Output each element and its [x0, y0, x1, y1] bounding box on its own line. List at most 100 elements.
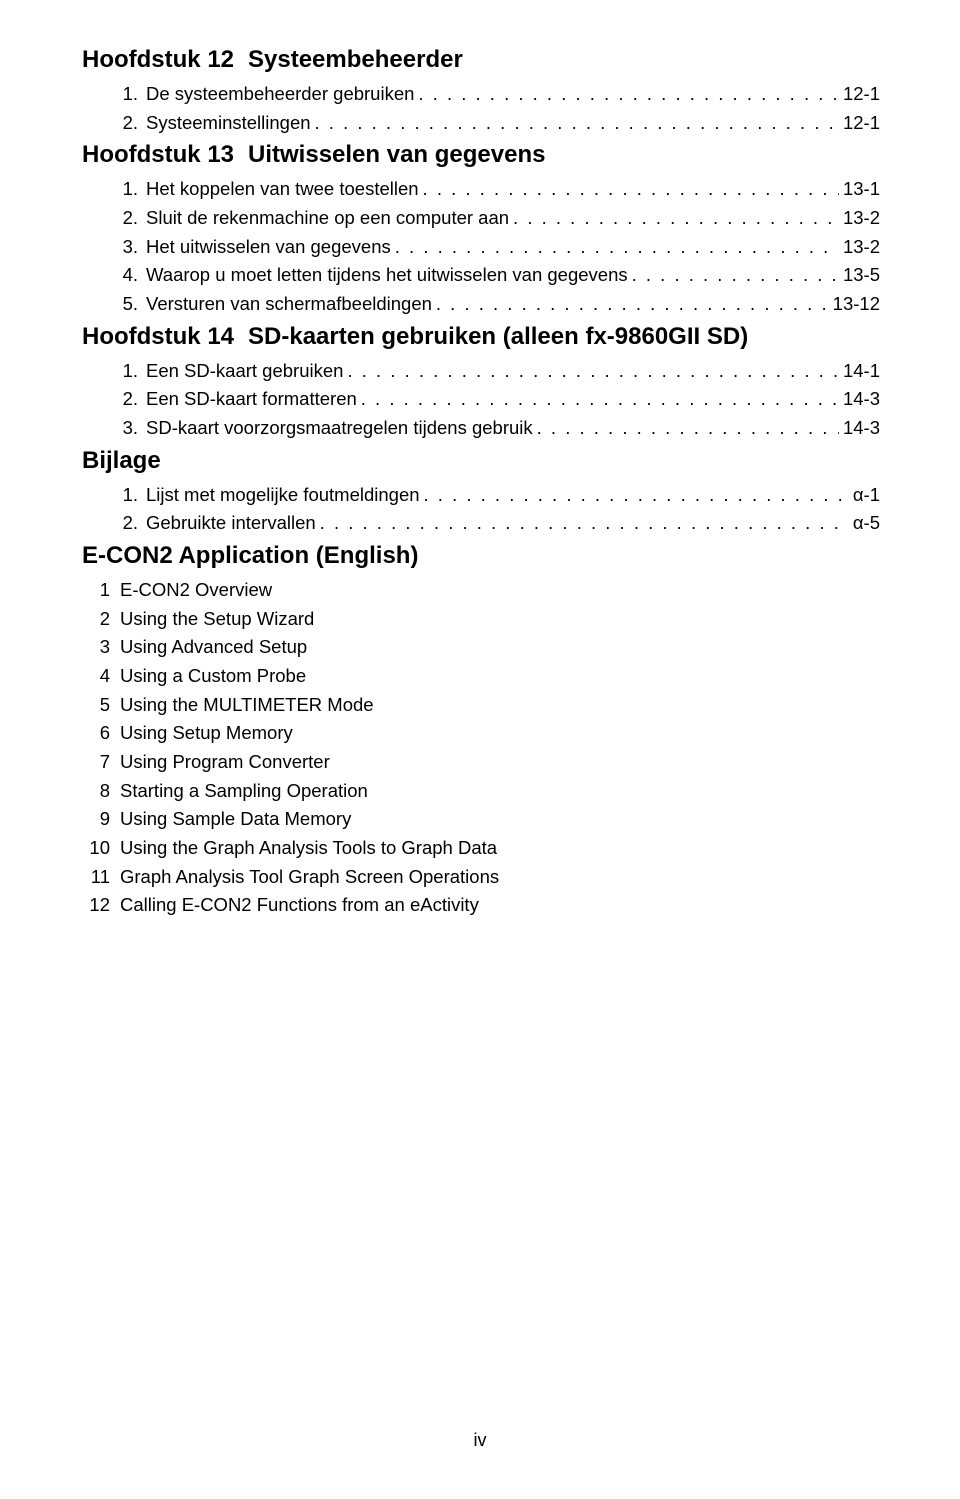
dot-leader: . . . . . . . . . . . . . . . . . . . . …	[537, 414, 839, 443]
item-title: Using Advanced Setup	[120, 633, 880, 662]
item-number: 9	[82, 805, 110, 834]
toc-entry: 2. Sluit de rekenmachine op een computer …	[82, 204, 880, 233]
entry-title: Het koppelen van twee toestellen	[146, 175, 419, 204]
chapter-block: Bijlage 1. Lijst met mogelijke foutmelding…	[82, 447, 880, 538]
toc-entry: 5. Versturen van schermafbeeldingen. . . …	[82, 290, 880, 319]
entry-page: 13-12	[833, 290, 880, 319]
entry-title: SD-kaart voorzorgsmaatregelen tijdens ge…	[146, 414, 533, 443]
dot-leader: . . . . . . . . . . . . . . . . . . . . …	[632, 261, 839, 290]
toc-content: Hoofdstuk 12 Systeembeheerder 1. De systeem…	[82, 46, 880, 920]
entry-title: Een SD-kaart gebruiken	[146, 357, 343, 386]
dot-leader: . . . . . . . . . . . . . . . . . . . . …	[513, 204, 839, 233]
entry-page: 13-2	[843, 233, 880, 262]
toc-entry: 2.Gebruikte intervallen. . . . . . . . .…	[82, 509, 880, 538]
chapter-prefix: Bijlage	[82, 447, 161, 474]
toc-plain-item: 1E-CON2 Overview	[82, 576, 880, 605]
entry-number: 5.	[114, 290, 138, 319]
item-number: 2	[82, 605, 110, 634]
entry-number: 3.	[114, 414, 138, 443]
toc-entry: 2.Systeeminstellingen. . . . . . . . . .…	[82, 109, 880, 138]
item-title: Using Sample Data Memory	[120, 805, 880, 834]
dot-leader: . . . . . . . . . . . . . . . . . . . . …	[347, 357, 839, 386]
entry-title: Het uitwisselen van gegevens	[146, 233, 391, 262]
page-number: iv	[0, 1430, 960, 1451]
chapter-prefix: Hoofdstuk 14	[82, 323, 234, 350]
item-number: 12	[82, 891, 110, 920]
toc-plain-item: 5Using the MULTIMETER Mode	[82, 691, 880, 720]
chapter-heading: Hoofdstuk 14 SD-kaarten gebruiken (alleen…	[82, 323, 880, 351]
entry-title: Systeeminstellingen	[146, 109, 311, 138]
entry-page: α-5	[853, 509, 880, 538]
dot-leader: . . . . . . . . . . . . . . . . . . . . …	[395, 233, 839, 262]
entry-number: 2.	[114, 204, 138, 233]
item-title: Starting a Sampling Operation	[120, 777, 880, 806]
toc-plain-item: 11Graph Analysis Tool Graph Screen Opera…	[82, 863, 880, 892]
item-title: E-CON2 Overview	[120, 576, 880, 605]
toc-plain-item: 8 Starting a Sampling Operation	[82, 777, 880, 806]
item-number: 6	[82, 719, 110, 748]
entry-page: 12-1	[843, 80, 880, 109]
dot-leader: . . . . . . . . . . . . . . . . . . . . …	[424, 481, 849, 510]
chapter-prefix: Hoofdstuk 13	[82, 141, 234, 168]
entry-number: 2.	[114, 109, 138, 138]
toc-entry: 1. Lijst met mogelijke foutmeldingen. . .…	[82, 481, 880, 510]
item-title: Using a Custom Probe	[120, 662, 880, 691]
dot-leader: . . . . . . . . . . . . . . . . . . . . …	[436, 290, 829, 319]
entry-page: 12-1	[843, 109, 880, 138]
chapter-heading: Hoofdstuk 13 Uitwisselen van gegevens	[82, 141, 880, 169]
toc-entry: 3. SD-kaart voorzorgsmaatregelen tijdens …	[82, 414, 880, 443]
item-title: Using Setup Memory	[120, 719, 880, 748]
entry-number: 4.	[114, 261, 138, 290]
dot-leader: . . . . . . . . . . . . . . . . . . . . …	[361, 385, 839, 414]
toc-plain-item: 4 Using a Custom Probe	[82, 662, 880, 691]
chapter-title: SD-kaarten gebruiken (alleen fx-9860GII …	[248, 323, 748, 350]
toc-entry: 1.De systeembeheerder gebruiken. . . . .…	[82, 80, 880, 109]
toc-plain-item: 9 Using Sample Data Memory	[82, 805, 880, 834]
item-number: 10	[82, 834, 110, 863]
item-title: Using the MULTIMETER Mode	[120, 691, 880, 720]
item-number: 4	[82, 662, 110, 691]
chapter-prefix: Hoofdstuk 12	[82, 46, 234, 73]
entry-page: 13-5	[843, 261, 880, 290]
entry-page: 14-3	[843, 414, 880, 443]
entry-title: Lijst met mogelijke foutmeldingen	[146, 481, 420, 510]
chapter-block: E-CON2 Application (English) 1E-CON2 Over…	[82, 542, 880, 920]
toc-entry: 3. Het uitwisselen van gegevens. . . . . …	[82, 233, 880, 262]
chapter-block: Hoofdstuk 12 Systeembeheerder 1. De systeem…	[82, 46, 880, 137]
item-title: Using the Setup Wizard	[120, 605, 880, 634]
toc-entry: 1.Een SD-kaart gebruiken. . . . . . . . …	[82, 357, 880, 386]
chapter-heading: Bijlage	[82, 447, 880, 475]
toc-entry: 1. Het koppelen van twee toestellen. . . …	[82, 175, 880, 204]
entry-number: 3.	[114, 233, 138, 262]
toc-entry: 2.Een SD-kaart formatteren. . . . . . . …	[82, 385, 880, 414]
item-title: Using the Graph Analysis Tools to Graph …	[120, 834, 880, 863]
entry-title: De systeembeheerder gebruiken	[146, 80, 414, 109]
chapter-heading: Hoofdstuk 12 Systeembeheerder	[82, 46, 880, 74]
entry-number: 1.	[114, 481, 138, 510]
dot-leader: . . . . . . . . . . . . . . . . . . . . …	[423, 175, 839, 204]
entry-title: Sluit de rekenmachine op een computer aa…	[146, 204, 509, 233]
toc-plain-item: 7Using Program Converter	[82, 748, 880, 777]
chapter-block: Hoofdstuk 13 Uitwisselen van gegevens 1. He…	[82, 141, 880, 318]
item-number: 11	[82, 863, 110, 892]
toc-entry: 4. Waarop u moet letten tijdens het uitwi…	[82, 261, 880, 290]
entry-page: 13-1	[843, 175, 880, 204]
dot-leader: . . . . . . . . . . . . . . . . . . . . …	[320, 509, 849, 538]
chapter-title: Systeembeheerder	[248, 46, 463, 73]
item-number: 3	[82, 633, 110, 662]
entry-number: 2.	[114, 509, 138, 538]
entry-title: Versturen van schermafbeeldingen	[146, 290, 432, 319]
toc-plain-item: 12 Calling E-CON2 Functions from an eActi…	[82, 891, 880, 920]
entry-page: 14-1	[843, 357, 880, 386]
entry-title: Waarop u moet letten tijdens het uitwiss…	[146, 261, 628, 290]
entry-number: 1.	[114, 80, 138, 109]
item-number: 8	[82, 777, 110, 806]
item-title: Using Program Converter	[120, 748, 880, 777]
toc-plain-item: 10 Using the Graph Analysis Tools to Grap…	[82, 834, 880, 863]
chapter-title: Uitwisselen van gegevens	[248, 141, 545, 168]
toc-plain-item: 6 Using Setup Memory	[82, 719, 880, 748]
entry-number: 1.	[114, 175, 138, 204]
chapter-heading: E-CON2 Application (English)	[82, 542, 880, 570]
entry-page: 13-2	[843, 204, 880, 233]
item-title: Calling E-CON2 Functions from an eActivi…	[120, 891, 880, 920]
